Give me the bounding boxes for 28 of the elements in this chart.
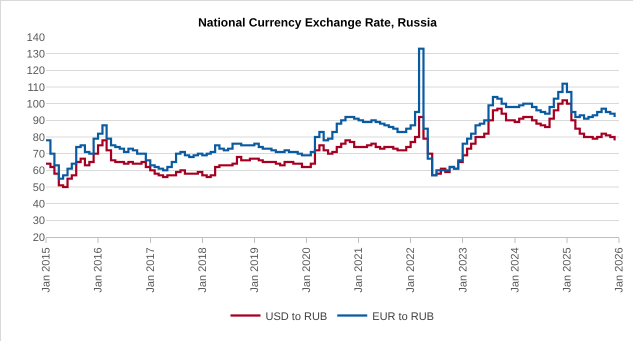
- y-tick-label: 40: [32, 198, 45, 211]
- y-tick-label: 100: [26, 98, 45, 111]
- x-tick-label: Jan 2019: [248, 247, 261, 293]
- y-tick-label: 80: [32, 132, 45, 144]
- x-tick-label: Jan 2022: [405, 247, 418, 293]
- y-tick-label: 50: [32, 182, 45, 194]
- x-tick-label: Jan 2024: [509, 247, 522, 293]
- y-tick-label: 60: [32, 165, 45, 178]
- x-tick-label: Jan 2017: [144, 247, 157, 293]
- y-tick-label: 140: [26, 32, 45, 44]
- y-tick-label: 110: [27, 82, 45, 94]
- x-tick-label: Jan 2016: [92, 247, 105, 293]
- x-tick-label: Jan 2025: [562, 247, 574, 293]
- y-tick-label: 120: [26, 65, 45, 78]
- x-tick-label: Jan 2021: [353, 247, 366, 293]
- y-tick-label: 130: [26, 48, 45, 61]
- x-tick-label: Jan 2026: [614, 247, 626, 293]
- x-tick-label: Jan 2015: [40, 247, 53, 293]
- legend-label: EUR to RUB: [372, 310, 434, 323]
- x-tick-label: Jan 2023: [457, 247, 470, 293]
- y-tick-label: 70: [32, 148, 45, 161]
- y-tick-label: 30: [32, 215, 45, 228]
- y-tick-label: 20: [32, 232, 45, 244]
- x-tick-label: Jan 2020: [300, 247, 313, 293]
- x-tick-label: Jan 2018: [196, 247, 209, 293]
- chart-title: National Currency Exchange Rate, Russia: [198, 15, 438, 30]
- legend-label: USD to RUB: [266, 310, 328, 323]
- y-tick-label: 90: [32, 115, 45, 128]
